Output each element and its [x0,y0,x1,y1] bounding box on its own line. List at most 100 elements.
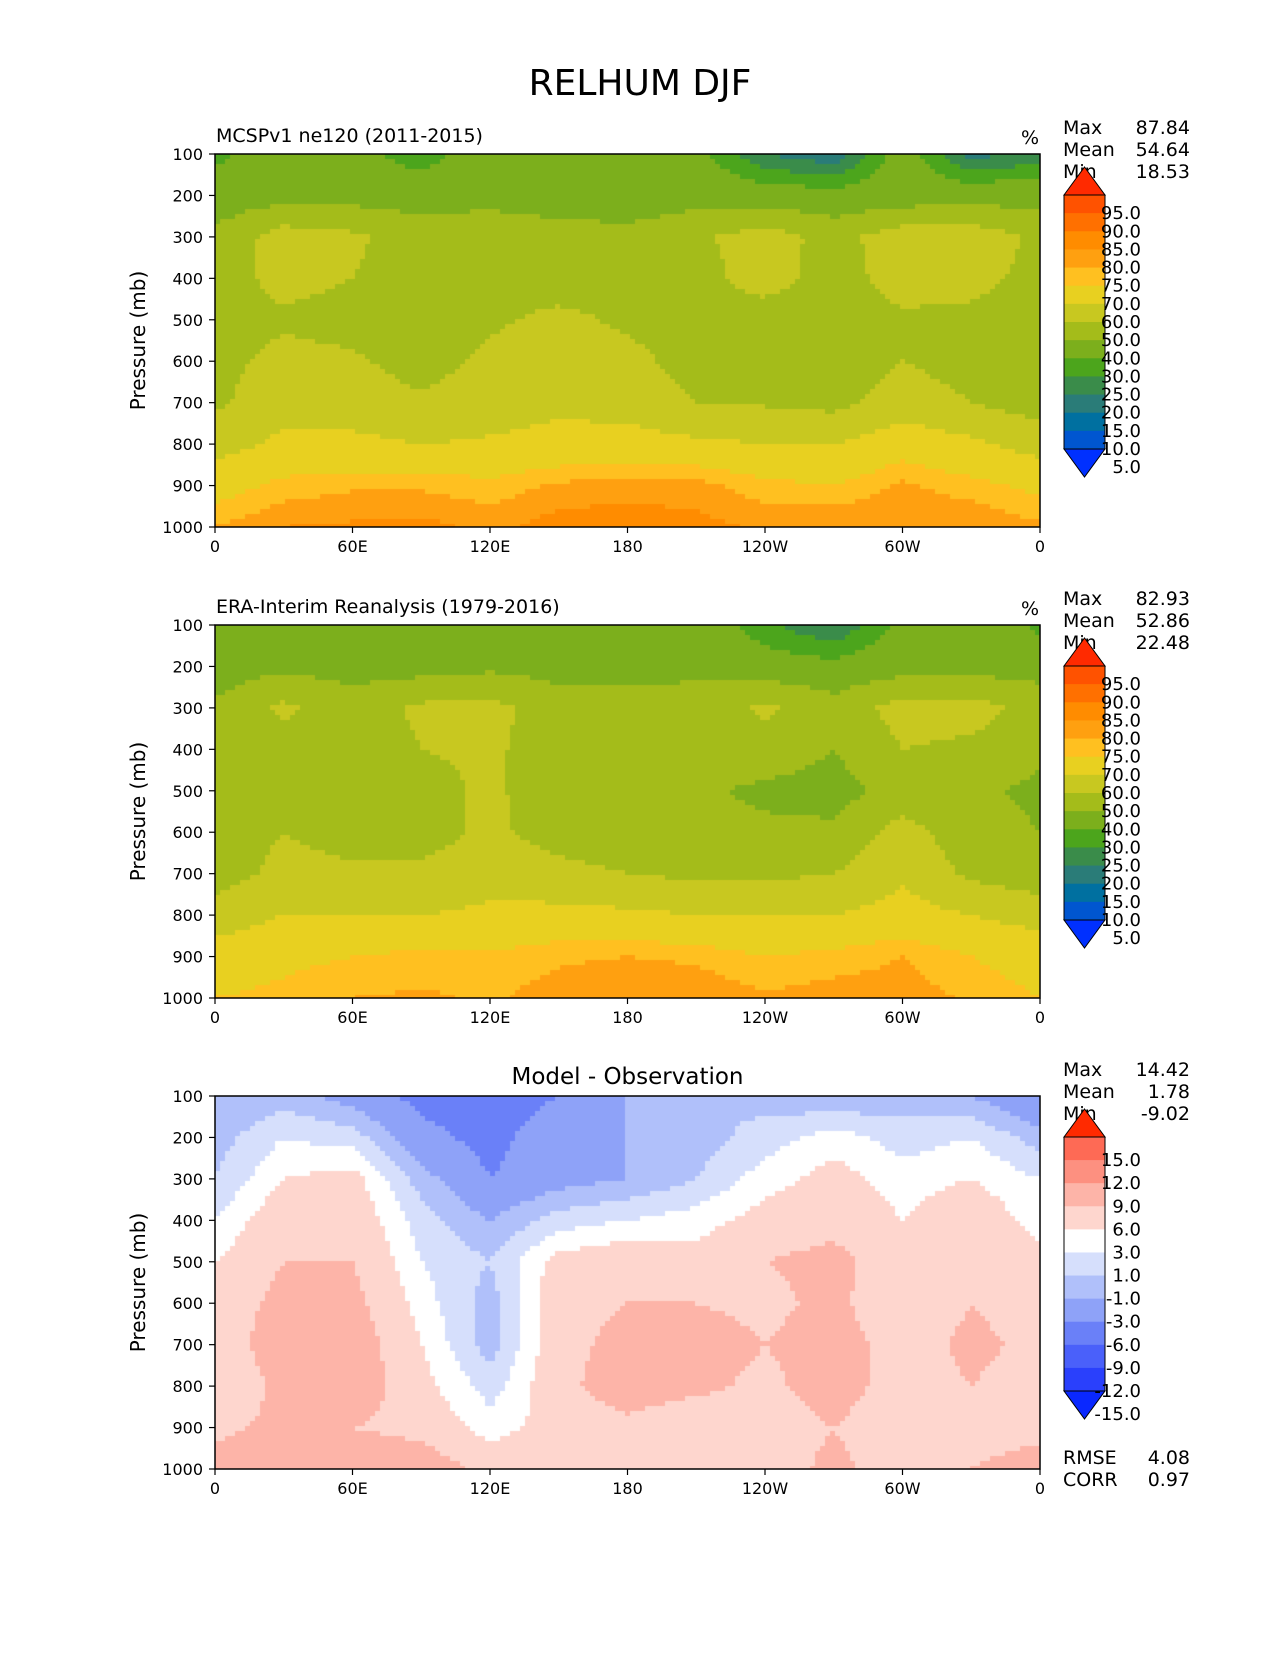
x-tick-label: 0 [1035,1008,1045,1027]
colorbar-band [1064,738,1105,758]
colorbar-band [1064,1298,1105,1323]
colorbar-band [1064,1160,1105,1184]
colorbar-label: 80.0 [1101,729,1141,750]
y-axis-label: Pressure (mb) [126,271,150,411]
y-axis-label: Pressure (mb) [126,742,150,882]
y-tick-label: 900 [172,477,203,496]
stat-value-max: 87.84 [1136,117,1190,139]
colorbar-band [1064,1367,1105,1392]
colorbar-label: 10.0 [1101,439,1141,460]
colorbar-label: -6.0 [1106,1335,1141,1356]
colorbar-frame [1063,1136,1106,1392]
colorbar-label: 15.0 [1101,1150,1141,1171]
colorbar-band [1064,720,1105,740]
colorbar-band [1064,303,1105,323]
colorbar-label: 95.0 [1101,203,1141,224]
y-tick-label: 100 [172,145,203,164]
colorbar-band [1064,847,1105,867]
y-tick-label: 900 [172,1419,203,1438]
stat-label-max: Max [1063,117,1102,139]
y-tick-label: 1000 [162,1460,203,1479]
colorbar-label: 50.0 [1101,330,1141,351]
colorbar-band [1064,358,1105,377]
colorbar-band [1064,412,1105,432]
heatmap-field [215,1096,1040,1469]
colorbar-band [1064,1252,1105,1277]
colorbar-label: 5.0 [1112,928,1141,949]
heatmap-field [215,625,1040,998]
y-tick-label: 100 [172,616,203,635]
colorbar-label: 3.0 [1112,1242,1141,1263]
x-tick-label: 0 [1035,537,1045,556]
stat-value-rmse: 4.08 [1148,1447,1190,1469]
colorbar-label: 12.0 [1101,1173,1141,1194]
colorbar-band [1064,756,1105,776]
colorbar-label: 90.0 [1101,221,1141,242]
colorbar-label: 80.0 [1101,258,1141,279]
colorbar-label: 50.0 [1101,801,1141,822]
colorbar-label: 30.0 [1101,366,1141,387]
y-tick-label: 700 [172,1336,203,1355]
colorbar-label: 85.0 [1101,710,1141,731]
colorbar-band [1064,213,1105,232]
colorbar-label: -15.0 [1094,1404,1141,1425]
y-tick-label: 500 [172,782,203,801]
colorbar-band [1064,195,1105,214]
colorbar-band [1064,774,1105,794]
y-tick-label: 600 [172,352,203,371]
x-tick-label: 60W [884,1008,920,1027]
colorbar-label: 40.0 [1101,819,1141,840]
colorbar-label: 10.0 [1101,910,1141,931]
x-tick-label: 0 [210,1479,220,1498]
y-tick-label: 400 [172,269,203,288]
panel-title: ERA-Interim Reanalysis (1979-2016) [216,596,560,618]
colorbar-band [1064,829,1105,848]
colorbar-label: 90.0 [1101,692,1141,713]
panel-1: 100 200 300 400 500 600 700 800 900 1000 0 60E 120E 1… [126,117,1190,556]
stat-label-max: Max [1063,1059,1102,1081]
stat-label-mean: Mean [1063,610,1115,632]
y-tick-label: 200 [172,657,203,676]
panel-units: % [1021,127,1039,149]
x-tick-label: 60E [337,1008,367,1027]
stat-value-max: 82.93 [1136,588,1190,610]
x-tick-label: 60E [337,537,367,556]
colorbar-label: 25.0 [1101,856,1141,877]
y-tick-label: 700 [172,865,203,884]
panel-title: Model - Observation [511,1064,743,1090]
y-tick-label: 600 [172,823,203,842]
colorbar-label: 15.0 [1101,421,1141,442]
y-tick-label: 300 [172,1170,203,1189]
colorbar-label: 75.0 [1101,276,1141,297]
colorbar-frame [1063,194,1106,450]
colorbar-band [1064,1183,1105,1207]
panel-2: 100 200 300 400 500 600 700 800 900 1000 0 60E 120E 1… [126,588,1190,1027]
x-tick-label: 0 [1035,1479,1045,1498]
colorbar-label: 40.0 [1101,348,1141,369]
colorbar: 15.012.09.06.03.0 1.0-1.0-3.0-6.0-9.0-12.… [1063,1108,1141,1425]
colorbar-label: 15.0 [1101,892,1141,913]
y-tick-label: 800 [172,906,203,925]
colorbar: 95.090.085.080.075.070.060.050.040.030.0… [1063,637,1141,949]
y-tick-label: 700 [172,394,203,413]
stat-value-mean: 54.64 [1136,139,1190,161]
colorbar-band [1064,883,1105,903]
colorbar-label: 30.0 [1101,837,1141,858]
x-tick-label: 0 [210,537,220,556]
y-tick-label: 800 [172,1377,203,1396]
colorbar-label: -1.0 [1106,1289,1141,1310]
colorbar-label: 85.0 [1101,239,1141,260]
colorbar-label: 9.0 [1112,1196,1141,1217]
colorbar-band [1064,793,1105,812]
y-tick-label: 400 [172,1211,203,1230]
x-tick-label: 120E [470,1008,511,1027]
x-tick-label: 180 [612,1008,643,1027]
colorbar-band [1064,901,1105,921]
colorbar-label: 70.0 [1101,294,1141,315]
colorbar-extend-bottom [1063,448,1106,478]
x-tick-label: 60W [884,1479,920,1498]
y-tick-label: 300 [172,228,203,247]
colorbar-band [1064,666,1105,685]
colorbar: 95.090.085.080.075.070.060.050.040.030.0… [1063,166,1141,478]
stat-value-mean: 52.86 [1136,610,1190,632]
